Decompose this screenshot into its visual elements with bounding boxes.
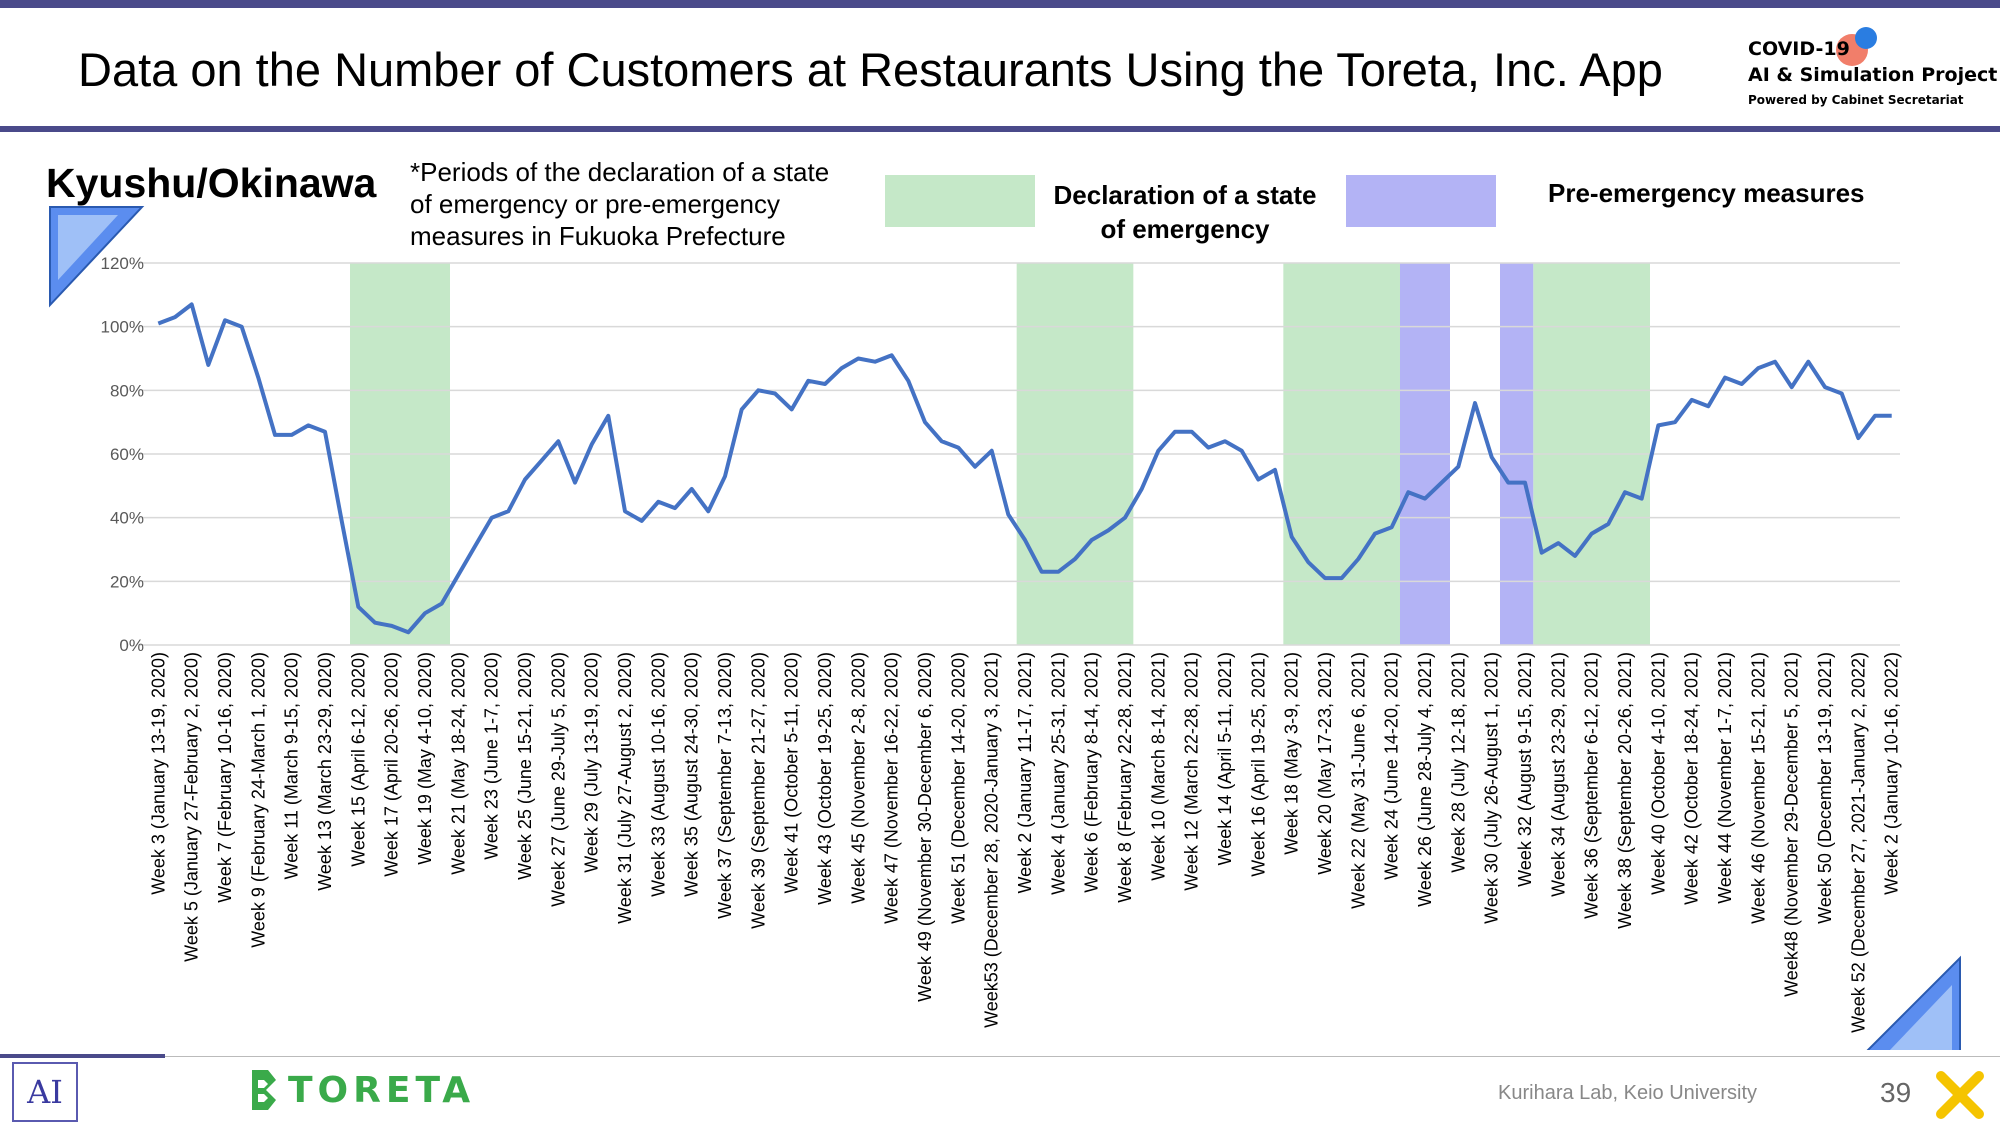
toreta-mark-icon bbox=[252, 1070, 276, 1110]
x-tick-label: Week 20 (May 17-23, 2021) bbox=[1315, 652, 1335, 875]
legend-emergency-swatch bbox=[885, 175, 1035, 227]
x-tick-label: Week 49 (November 30-December 6, 2020) bbox=[915, 652, 935, 1002]
x-tick-label: Week 17 (April 20-26, 2020) bbox=[382, 652, 402, 877]
legend-emergency-line-1: Declaration of a state bbox=[1053, 180, 1317, 210]
x-tick-label: Week 2 (January 10-16, 2022) bbox=[1882, 652, 1902, 895]
top-rule bbox=[0, 0, 2000, 8]
x-tick-label: Week 12 (March 22-28, 2021) bbox=[1182, 652, 1202, 891]
x-tick-label: Week48 (November 29-December 5, 2021) bbox=[1782, 652, 1802, 997]
x-tick-label: Week 4 (January 25-31, 2021) bbox=[1048, 652, 1068, 895]
footer-rule bbox=[0, 1056, 2000, 1057]
x-tick-label: Week 24 (June 14-20, 2021) bbox=[1382, 652, 1402, 880]
x-tick-label: Week 36 (September 6-12, 2021) bbox=[1582, 652, 1602, 919]
x-tick-label: Week 29 (July 13-19, 2020) bbox=[582, 652, 602, 873]
x-tick-label: Week 15 (April 6-12, 2020) bbox=[348, 652, 368, 867]
x-tick-label: Week 47 (November 16-22, 2020) bbox=[882, 652, 902, 924]
x-tick-label: Week 14 (April 5-11, 2021) bbox=[1215, 652, 1235, 865]
legend-emergency-label: Declaration of a state of emergency bbox=[1040, 178, 1330, 246]
footer-rule-accent bbox=[0, 1054, 165, 1058]
x-tick-label: Week 26 (June 28-July 4, 2021) bbox=[1415, 652, 1435, 907]
legend-pre-emergency-swatch bbox=[1346, 175, 1496, 227]
x-tick-label: Week 33 (August 10-16, 2020) bbox=[648, 652, 668, 897]
line-chart: 0% 20% 40% 60% 80% 100% 120% Week 3 (January 1… bbox=[49, 206, 1961, 1050]
page-number: 39 bbox=[1880, 1077, 1912, 1108]
x-tick-label: Week 5 (January 27-February 2, 2020) bbox=[182, 652, 202, 962]
logo-line2: AI & Simulation Project bbox=[1748, 64, 1998, 86]
x-tick-label: Week 34 (August 23-29, 2021) bbox=[1548, 652, 1568, 897]
region-label: Kyushu/Okinawa bbox=[46, 160, 377, 206]
logo-circles-icon bbox=[1836, 27, 1877, 66]
x-tick-label: Week 8 (February 22-28, 2021) bbox=[1115, 652, 1135, 903]
logo-line3: Powered by Cabinet Secretariat bbox=[1748, 93, 1964, 107]
x-tick-label: Week 19 (May 4-10, 2020) bbox=[415, 652, 435, 865]
ai-lab-logo: AI bbox=[12, 1062, 78, 1122]
x-tick-label: Week 31 (July 27-August 2, 2020) bbox=[615, 652, 635, 924]
y-tick-label: 0% bbox=[119, 636, 144, 655]
x-tick-label: Week 25 (June 15-21, 2020) bbox=[515, 652, 535, 880]
y-tick-layer: 0% 20% 40% 60% 80% 100% 120% bbox=[101, 254, 144, 655]
x-tick-label: Week 40 (October 4-10, 2021) bbox=[1648, 652, 1668, 895]
note-line-1: *Periods of the declaration of a state bbox=[410, 157, 830, 187]
x-tick-label: Week 23 (June 1-7, 2020) bbox=[482, 652, 502, 860]
y-tick-label: 120% bbox=[101, 254, 144, 273]
legend-emergency-line-2: of emergency bbox=[1100, 214, 1270, 244]
x-tick-label: Week53 (December 28, 2020-January 3, 202… bbox=[982, 652, 1002, 1028]
logo-line1: COVID-19 bbox=[1748, 38, 1850, 60]
x-tick-label: Week 32 (August 9-15, 2021) bbox=[1515, 652, 1535, 887]
y-tick-label: 60% bbox=[110, 445, 144, 464]
y-tick-label: 100% bbox=[101, 318, 144, 337]
x-tick-label: Week 44 (November 1-7, 2021) bbox=[1715, 652, 1735, 904]
x-tick-label: Week 13 (March 23-29, 2020) bbox=[315, 652, 335, 891]
x-tick-label: Week 37 (September 7-13, 2020) bbox=[715, 652, 735, 919]
line-layer bbox=[157, 302, 1892, 635]
x-tick-label: Week 2 (January 11-17, 2021) bbox=[1015, 652, 1035, 893]
note-line-3: measures in Fukuoka Prefecture bbox=[410, 221, 786, 251]
x-tick-label: Week 50 (December 13-19, 2021) bbox=[1815, 652, 1835, 924]
covid-project-logo: COVID-19 AI & Simulation Project Powered… bbox=[1738, 22, 1997, 118]
x-tick-label: Week 46 (November 15-21, 2021) bbox=[1748, 652, 1768, 924]
x-tick-label: Week 11 (March 9-15, 2020) bbox=[282, 652, 302, 879]
toreta-brand: TORETA bbox=[288, 1070, 475, 1111]
grid-layer bbox=[140, 262, 1900, 646]
title-rule bbox=[0, 126, 2000, 132]
x-tick-label: Week 51 (December 14-20, 2020) bbox=[948, 652, 968, 924]
x-tick-label: Week 3 (January 13-19, 2020) bbox=[148, 652, 168, 895]
x-tick-label: Week 39 (September 21-27, 2020) bbox=[748, 652, 768, 929]
note-line-2: of emergency or pre-emergency bbox=[410, 189, 780, 219]
x-tick-label: Week 52 (December 27, 2021-January 2, 20… bbox=[1848, 652, 1868, 1033]
x-tick-label: Week 43 (October 19-25, 2020) bbox=[815, 652, 835, 905]
period-note: *Periods of the declaration of a state o… bbox=[410, 156, 829, 252]
x-tick-label: Week 10 (March 8-14, 2021) bbox=[1148, 652, 1168, 881]
x-tick-label: Week 22 (May 31-June 6, 2021) bbox=[1348, 652, 1368, 909]
corner-decoration-bottom-right bbox=[1866, 955, 1961, 1050]
x-tick-label: Week 18 (May 3-9, 2021) bbox=[1282, 652, 1302, 855]
legend-pre-emergency-label: Pre-emergency measures bbox=[1548, 178, 1865, 208]
x-tick-label: Week 38 (September 20-26, 2021) bbox=[1615, 652, 1635, 929]
x-label-layer: Week 3 (January 13-19, 2020) Week 5 (Janu… bbox=[148, 652, 1901, 1033]
x-tick-label: Week 16 (April 19-25, 2021) bbox=[1248, 652, 1268, 877]
x-tick-label: Week 7 (February 10-16, 2020) bbox=[215, 652, 235, 903]
x-tick-label: Week 6 (February 8-14, 2021) bbox=[1082, 652, 1102, 893]
x-tick-label: Week 35 (August 24-30, 2020) bbox=[682, 652, 702, 897]
x-tick-label: Week 21 (May 18-24, 2020) bbox=[448, 652, 468, 875]
y-tick-label: 40% bbox=[110, 509, 144, 528]
corner-decoration-top-left bbox=[49, 206, 145, 308]
y-tick-label: 80% bbox=[110, 381, 144, 400]
x-tick-label: Week 9 (February 24-March 1, 2020) bbox=[248, 652, 268, 948]
toreta-brand-text: TORETA bbox=[288, 1070, 476, 1111]
x-logo-icon bbox=[1936, 1071, 1984, 1119]
x-tick-label: Week 42 (October 18-24, 2021) bbox=[1682, 652, 1702, 905]
series-line bbox=[157, 302, 1892, 635]
x-tick-label: Week 41 (October 5-11, 2020) bbox=[782, 652, 802, 893]
x-tick-label: Week 28 (July 12-18, 2021) bbox=[1448, 652, 1468, 873]
lab-credit: Kurihara Lab, Keio University bbox=[1498, 1082, 1758, 1104]
page-title: Data on the Number of Customers at Resta… bbox=[78, 43, 1663, 96]
y-tick-label: 20% bbox=[110, 572, 144, 591]
x-tick-label: Week 45 (November 2-8, 2020) bbox=[848, 652, 868, 904]
x-tick-label: Week 30 (July 26-August 1, 2021) bbox=[1482, 652, 1502, 924]
x-tick-label: Week 27 (June 29-July 5, 2020) bbox=[548, 652, 568, 907]
